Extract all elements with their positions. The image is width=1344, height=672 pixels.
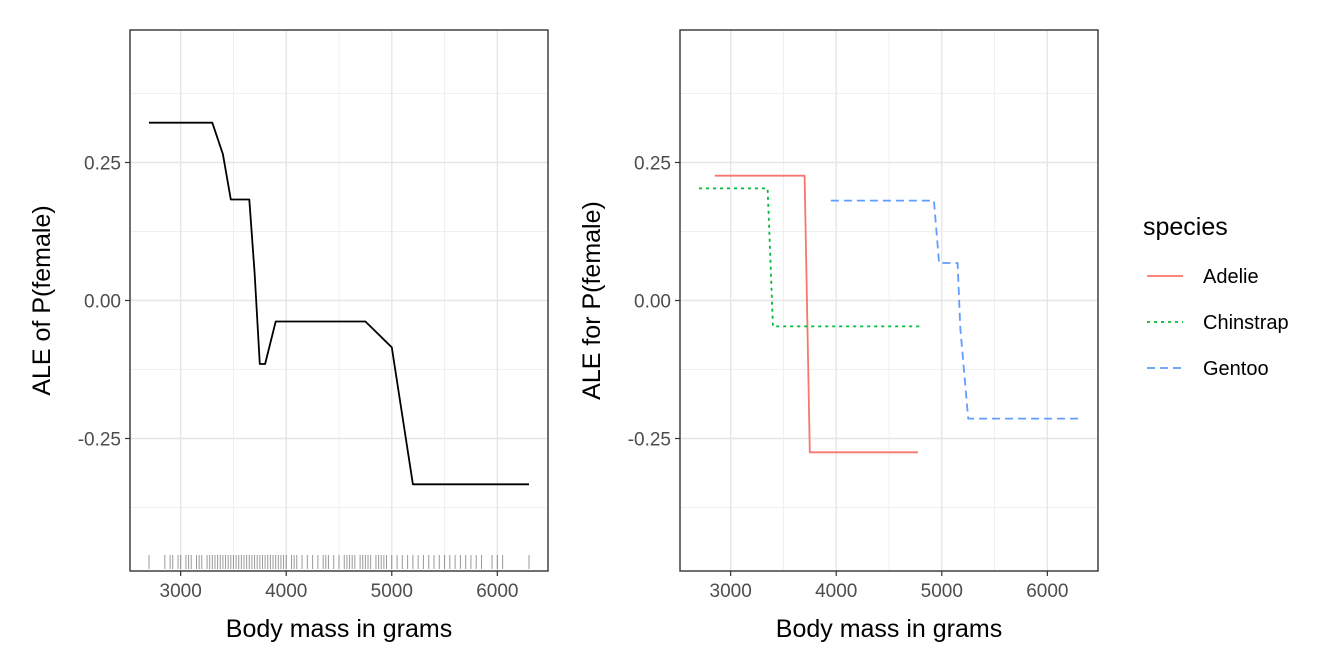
x-tick-label: 6000 xyxy=(476,581,518,602)
series-line-ale xyxy=(149,121,529,486)
left-ale-panel: 3000 4000 5000 6000 -0.25 0.00 0.25 Body mass i… xyxy=(28,29,549,643)
y-tick-label: -0.25 xyxy=(628,430,671,451)
x-axis-title: Body mass in grams xyxy=(776,615,1002,643)
y-tick-label: 0.25 xyxy=(84,153,121,174)
series-line-adelie xyxy=(714,174,918,454)
x-tick-label: 4000 xyxy=(815,581,857,602)
x-tick-label: 3000 xyxy=(710,581,752,602)
x-tick-label: 5000 xyxy=(921,581,963,602)
y-tick-label: -0.25 xyxy=(78,430,121,451)
x-tick-label: 4000 xyxy=(265,581,307,602)
x-tick-label: 6000 xyxy=(1026,581,1068,602)
legend-label-adelie: Adelie xyxy=(1203,266,1259,288)
legend-label-gentoo: Gentoo xyxy=(1203,358,1269,380)
x-tick-label: 3000 xyxy=(160,581,202,602)
x-tick-label: 5000 xyxy=(371,581,413,602)
species-legend: species Adelie Chinstrap Gentoo xyxy=(1143,213,1289,380)
right-ale-by-species-panel: 3000 4000 5000 6000 -0.25 0.00 0.25 Body mass i… xyxy=(578,29,1099,643)
y-axis-title: ALE for P(female) xyxy=(578,201,606,400)
legend-title: species xyxy=(1143,213,1228,241)
x-axis-title: Body mass in grams xyxy=(226,615,452,643)
y-axis-title: ALE of P(female) xyxy=(28,205,56,395)
y-tick-label: 0.00 xyxy=(634,292,671,313)
y-tick-label: 0.25 xyxy=(634,153,671,174)
legend-label-chinstrap: Chinstrap xyxy=(1203,312,1289,334)
series-line-gentoo xyxy=(830,199,1079,420)
y-tick-label: 0.00 xyxy=(84,292,121,313)
